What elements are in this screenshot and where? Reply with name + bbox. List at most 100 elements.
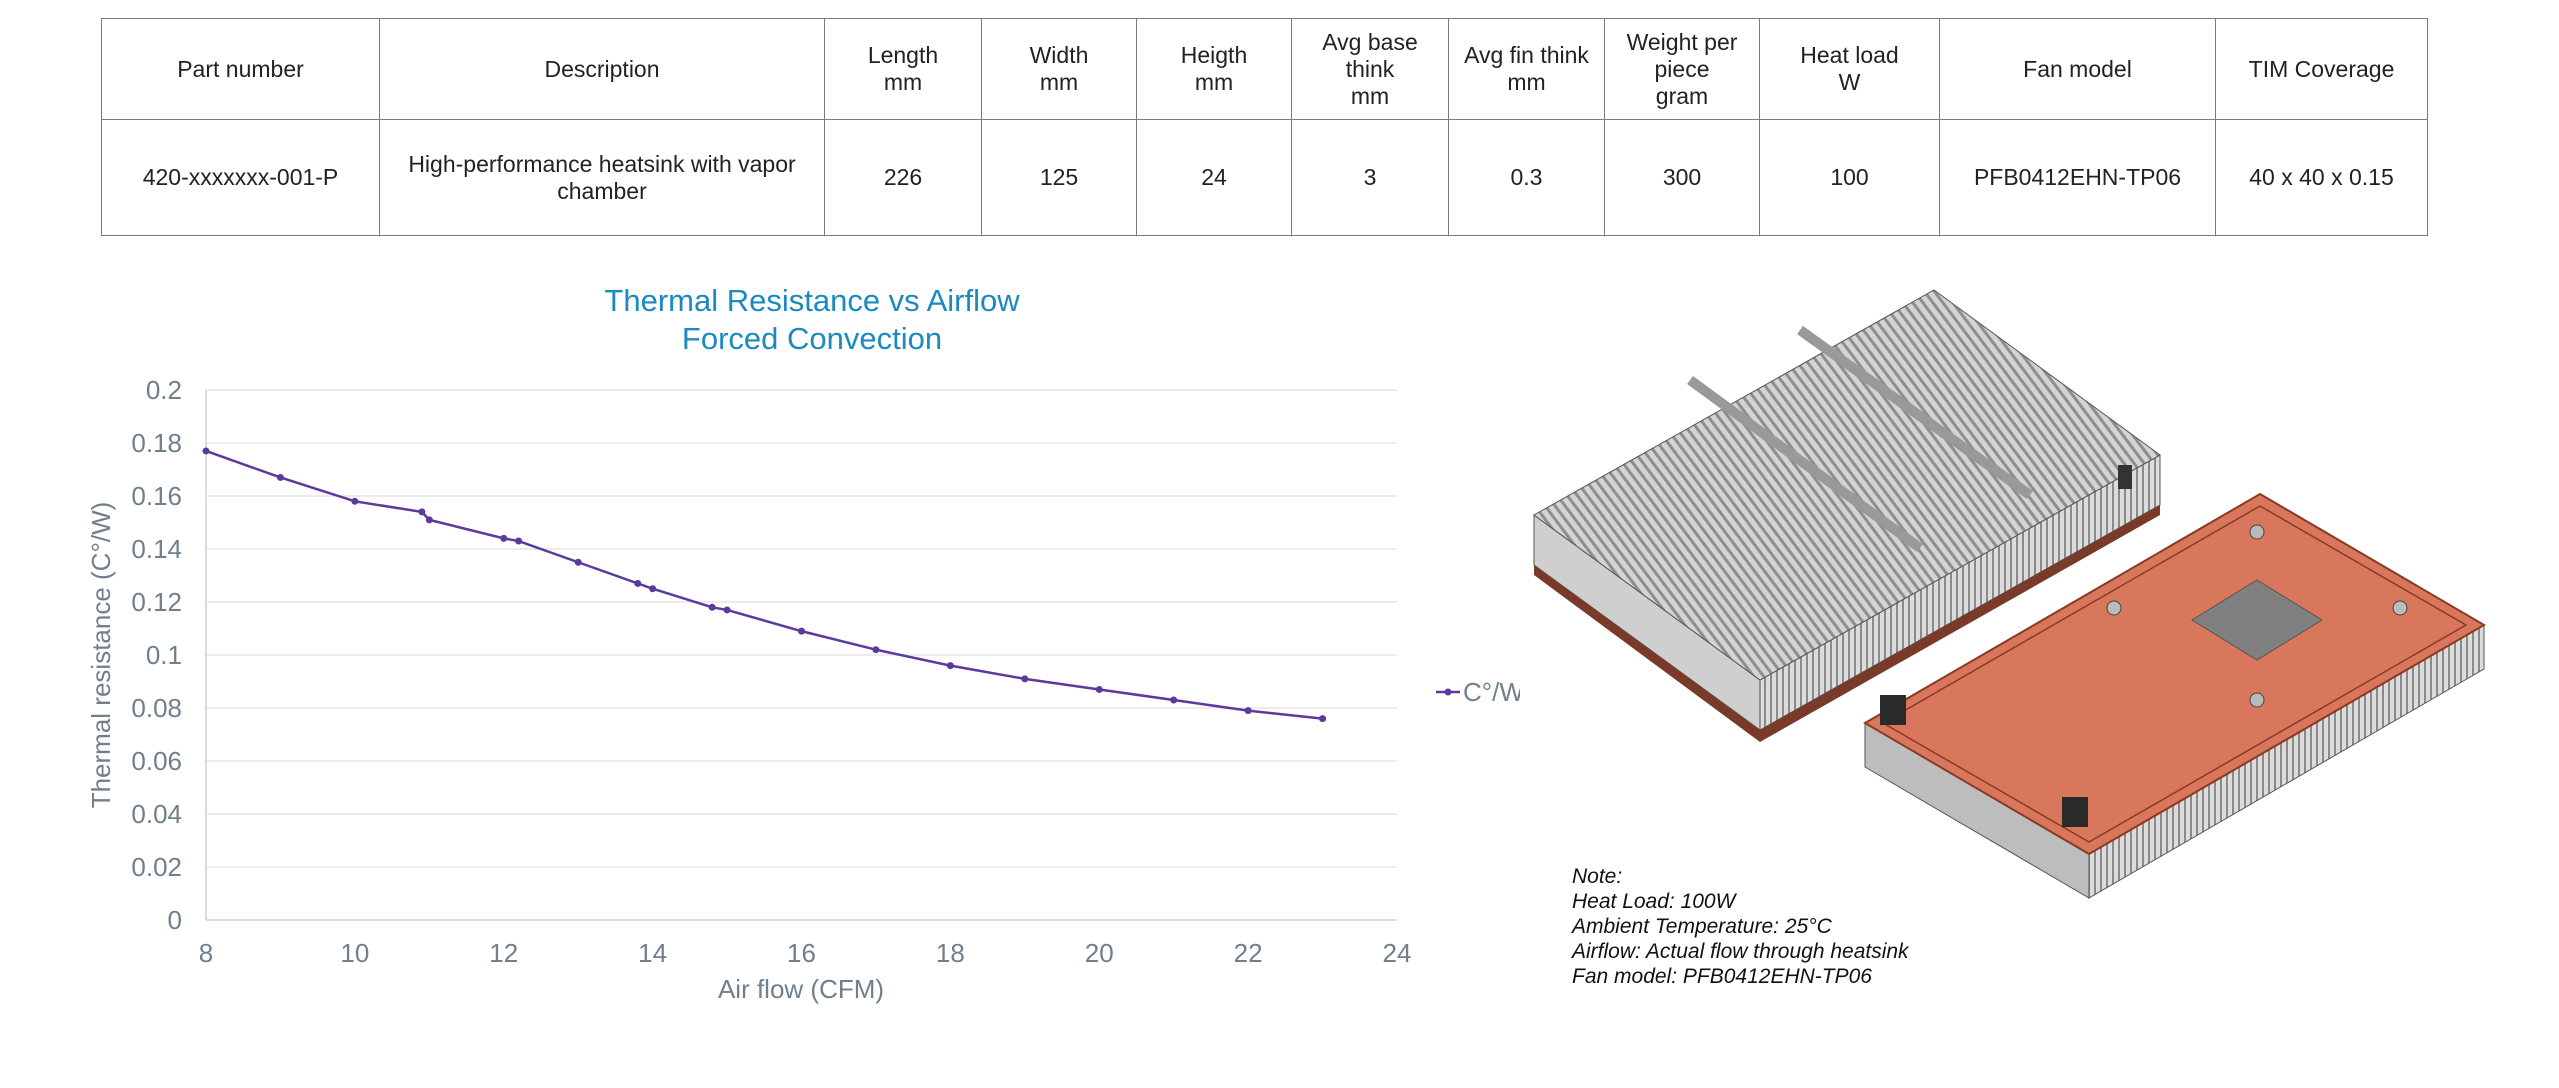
column-header-line: W xyxy=(1838,69,1861,95)
data-point xyxy=(1021,675,1029,683)
y-tick-label: 0.04 xyxy=(131,799,182,829)
data-point xyxy=(515,537,523,545)
column-header: Part number xyxy=(101,18,380,120)
data-point xyxy=(351,497,359,505)
data-point xyxy=(723,606,731,614)
table-cell: PFB0412EHN-TP06 xyxy=(1939,119,2216,236)
column-header: Avg base think mm xyxy=(1291,18,1449,120)
column-header-line: Fan model xyxy=(2023,55,2132,82)
column-header-line: Heigth xyxy=(1180,42,1248,68)
data-point xyxy=(276,473,284,481)
table-cell: 300 xyxy=(1604,119,1760,236)
table-cell: 40 x 40 x 0.15 xyxy=(2215,119,2428,236)
column-header-line: Width xyxy=(1029,42,1089,68)
data-point xyxy=(649,585,657,593)
data-point xyxy=(1319,715,1327,723)
legend-point-marker xyxy=(1444,688,1452,696)
column-header: Description xyxy=(379,18,825,120)
column-header: Avg fin think mm xyxy=(1448,18,1605,120)
spec-table: Part number Description Length mm Width mm Hei… xyxy=(101,18,2428,236)
column-header-line: mm xyxy=(1039,69,1079,95)
column-header: Length mm xyxy=(824,18,982,120)
column-header: Weight per piece gram xyxy=(1604,18,1760,120)
column-header: Fan model xyxy=(1939,18,2216,120)
column-header-line: piece xyxy=(1654,55,1710,82)
column-header-line: Avg fin think xyxy=(1464,42,1589,68)
table-cell: 100 xyxy=(1759,119,1940,236)
x-tick-label: 22 xyxy=(1234,938,1263,968)
table-cell: 3 xyxy=(1291,119,1449,236)
x-tick-label: 18 xyxy=(936,938,965,968)
data-point xyxy=(202,447,210,455)
column-header-line: mm xyxy=(1507,69,1546,95)
series-line xyxy=(205,449,1323,720)
data-point xyxy=(1095,685,1103,693)
column-header: TIM Coverage xyxy=(2215,18,2428,120)
y-tick-label: 0 xyxy=(168,905,182,935)
note-ambient-temperature: Ambient Temperature: 25°C xyxy=(1572,915,1832,938)
column-header-line: Weight per xyxy=(1626,28,1738,55)
note-heat-load: Heat Load: 100W xyxy=(1572,890,1736,913)
x-tick-label: 20 xyxy=(1085,938,1114,968)
column-header: Width mm xyxy=(981,18,1137,120)
note-heading: Note: xyxy=(1572,865,1623,888)
x-axis-title: Air flow (CFM) xyxy=(718,974,884,1004)
x-tick-label: 12 xyxy=(489,938,518,968)
y-tick-label: 0.06 xyxy=(131,746,182,776)
data-point xyxy=(425,516,433,524)
table-cell: 0.3 xyxy=(1448,119,1605,236)
chart-title-line: Thermal Resistance vs Airflow xyxy=(604,283,1020,318)
column-header-line: think xyxy=(1345,55,1395,82)
column-header-line: Length xyxy=(867,42,939,68)
legend-label: C°/W xyxy=(1463,677,1520,707)
table-header-row: Part number Description Length mm Width mm Hei… xyxy=(101,18,2428,120)
data-point xyxy=(418,508,426,516)
table-cell: 125 xyxy=(981,119,1137,236)
column-header: Heigth mm xyxy=(1136,18,1292,120)
x-tick-label: 24 xyxy=(1383,938,1412,968)
column-header-line: Description xyxy=(544,55,660,82)
test-conditions-note: Note: Heat Load: 100W Ambient Temperatur… xyxy=(1572,864,1909,989)
column-header-line: mm xyxy=(883,69,923,95)
data-point xyxy=(1244,707,1252,715)
column-header-line: Avg base xyxy=(1322,28,1418,55)
x-tick-label: 10 xyxy=(340,938,369,968)
y-tick-label: 0.08 xyxy=(131,693,182,723)
y-tick-label: 0.12 xyxy=(131,587,182,617)
y-tick-label: 0.2 xyxy=(146,375,182,405)
column-header-line: Heat load xyxy=(1800,42,1899,68)
data-point xyxy=(1170,696,1178,704)
column-header: Heat load W xyxy=(1759,18,1940,120)
heatsink-bottom-view xyxy=(1863,492,2486,899)
y-axis-title: Thermal resistance (C°/W) xyxy=(86,502,116,809)
chart-title-line: Forced Convection xyxy=(682,321,942,356)
x-tick-label: 14 xyxy=(638,938,667,968)
column-header-line: TIM Coverage xyxy=(2248,55,2395,82)
table-cell: 420-xxxxxxx-001-P xyxy=(101,119,380,236)
column-header-line: Part number xyxy=(177,55,304,82)
heatsink-render-image xyxy=(1533,289,2486,899)
note-airflow: Airflow: Actual flow through heatsink xyxy=(1572,940,1909,963)
data-point xyxy=(872,646,880,654)
data-point xyxy=(634,579,642,587)
column-header-line: gram xyxy=(1655,82,1709,109)
column-header-line: mm xyxy=(1350,82,1390,109)
data-point xyxy=(574,558,582,566)
table-cell: 226 xyxy=(824,119,982,236)
table-cell: 24 xyxy=(1136,119,1292,236)
y-tick-label: 0.14 xyxy=(131,534,182,564)
data-point xyxy=(708,603,716,611)
y-tick-label: 0.1 xyxy=(146,640,182,670)
note-fan-model: Fan model: PFB0412EHN-TP06 xyxy=(1572,965,1872,988)
y-tick-label: 0.02 xyxy=(131,852,182,882)
x-tick-label: 16 xyxy=(787,938,816,968)
y-tick-label: 0.18 xyxy=(131,428,182,458)
table-row: 420-xxxxxxx-001-P High-performance heatsi… xyxy=(101,119,2428,236)
heatsink-top-view xyxy=(1533,289,2161,742)
table-cell: High-performance heatsink with vapor cha… xyxy=(379,119,825,236)
data-point xyxy=(798,627,805,635)
column-header-line: mm xyxy=(1194,69,1234,95)
data-point xyxy=(500,534,508,542)
y-tick-label: 0.16 xyxy=(131,481,182,511)
